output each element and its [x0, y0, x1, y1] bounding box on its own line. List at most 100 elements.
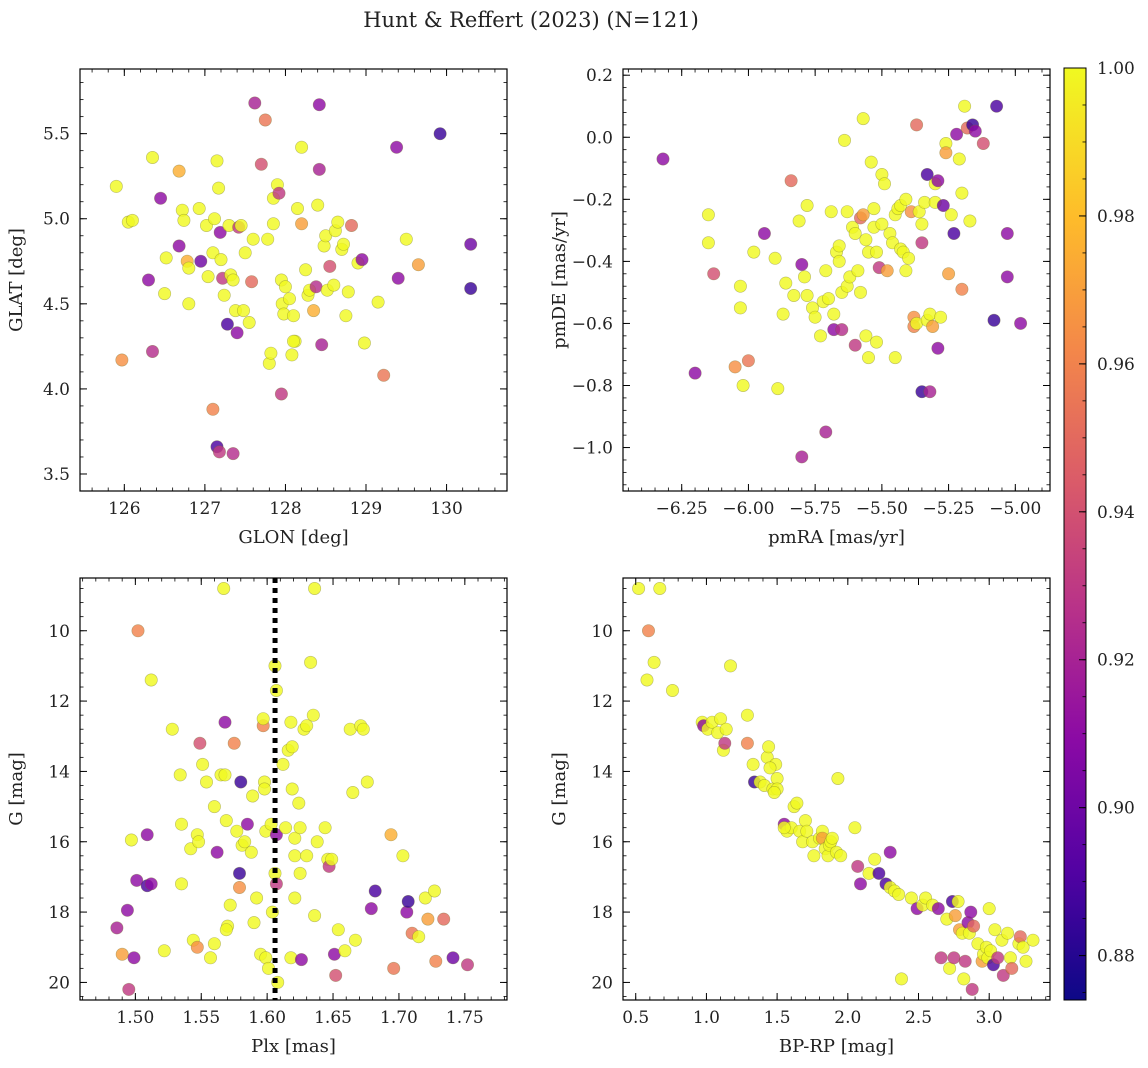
y-tick-label: 3.5 [43, 465, 70, 485]
scatter-point [964, 905, 978, 919]
scatter-point [777, 821, 791, 835]
scatter-point [124, 833, 138, 847]
scatter-point [244, 845, 258, 859]
scatter-point [835, 323, 849, 337]
x-tick-label: 2.0 [834, 1008, 861, 1028]
scatter-point [182, 261, 196, 275]
scatter-point [714, 712, 728, 726]
scatter-point [740, 736, 754, 750]
scatter-point [861, 351, 875, 365]
scatter-point [282, 292, 296, 306]
panel-plx-g: 1.50 1.55 1.60 1.65 1.70 1.75 10 12 14 16 18 20 Plx … [6, 577, 508, 1057]
x-tick-label: 1.0 [693, 1008, 720, 1028]
scatter-point [331, 923, 345, 937]
scatter-point [127, 951, 141, 965]
scatter-point [213, 225, 227, 239]
scatter-point [848, 821, 862, 835]
x-tick-label: −5.75 [789, 499, 841, 519]
scatter-point [329, 968, 343, 982]
scatter-point [217, 581, 231, 595]
scatter-point [996, 968, 1010, 982]
scatter-point [976, 137, 990, 151]
scatter-point [238, 835, 252, 849]
scatter-point [144, 877, 158, 891]
scatter-point [869, 245, 883, 259]
scatter-point [338, 944, 352, 958]
scatter-point [934, 310, 948, 324]
x-tick-label: 2.5 [905, 1008, 932, 1028]
scatter-point [288, 831, 302, 845]
scatter-point [944, 208, 958, 222]
scatter-point [247, 916, 261, 930]
x-tick-label: 1.50 [116, 1008, 154, 1028]
scatter-point [218, 768, 232, 782]
scatter-point [951, 894, 965, 908]
scatter-point [250, 891, 264, 905]
scatter-point [821, 292, 835, 306]
scatter-point [807, 849, 821, 863]
scatter-point [931, 902, 945, 916]
scatter-point [779, 276, 793, 290]
scatter-point [797, 270, 811, 284]
scatter-point [242, 315, 256, 329]
scatter-point [285, 782, 299, 796]
scatter-point [819, 264, 833, 278]
scatter-point [837, 133, 851, 147]
scatter-point [762, 740, 776, 754]
scatter-point [795, 450, 809, 464]
scatter-point [899, 192, 913, 206]
scatter-point [740, 708, 754, 722]
scatter-point [266, 217, 280, 231]
x-tick-label: 1.65 [314, 1008, 352, 1028]
y-tick-label: 5.0 [43, 210, 70, 230]
scatter-points [632, 581, 1040, 996]
scatter-point [307, 304, 321, 318]
y-tick-label: 10 [48, 622, 70, 642]
scatter-point [196, 757, 210, 771]
scatter-point [851, 859, 865, 873]
axes-frame [622, 577, 1051, 1001]
scatter-point [315, 338, 329, 352]
y-axis-label: G [mag] [549, 752, 570, 825]
scatter-point [279, 821, 293, 835]
scatter-point [258, 113, 272, 127]
scatter-point [323, 259, 337, 273]
scatter-point [819, 425, 833, 439]
scatter-point [245, 275, 259, 289]
y-tick-label: 20 [591, 973, 613, 993]
colorbar-tick-label: 0.90 [1097, 799, 1135, 819]
scatter-point [813, 329, 827, 343]
scatter-point [982, 902, 996, 916]
scatter-point [931, 341, 945, 355]
scatter-point [355, 253, 369, 267]
scatter-point [991, 951, 1005, 965]
scatter-point [848, 227, 862, 241]
scatter-point [233, 866, 247, 880]
scatter-point [220, 317, 234, 331]
panel-color-magnitude: 0.5 1.0 1.5 2.0 2.5 3.0 10 12 14 16 18 20 BP-RP [mag… [549, 577, 1051, 1057]
scatter-point [736, 378, 750, 392]
scatter-point [264, 346, 278, 360]
y-tick-label: 18 [48, 903, 70, 923]
scatter-point [230, 824, 244, 838]
scatter-point [125, 213, 139, 227]
scatter-point [902, 251, 916, 265]
scatter-point [910, 118, 924, 132]
scatter-point [904, 891, 918, 905]
scatter-point [808, 310, 822, 324]
y-tick-label: 14 [48, 762, 70, 782]
scatter-point [688, 366, 702, 380]
y-axis-label: GLAT [deg] [6, 228, 27, 332]
scatter-point [421, 912, 435, 926]
y-tick-label: 12 [48, 692, 70, 712]
scatter-point [311, 198, 325, 212]
scatter-point [955, 282, 969, 296]
scatter-point [947, 227, 961, 241]
scatter-point [947, 951, 961, 965]
scatter-point [364, 902, 378, 916]
scatter-point [299, 263, 313, 277]
scatter-point [869, 335, 883, 349]
scatter-point [292, 796, 306, 810]
scatter-point [1000, 227, 1014, 241]
